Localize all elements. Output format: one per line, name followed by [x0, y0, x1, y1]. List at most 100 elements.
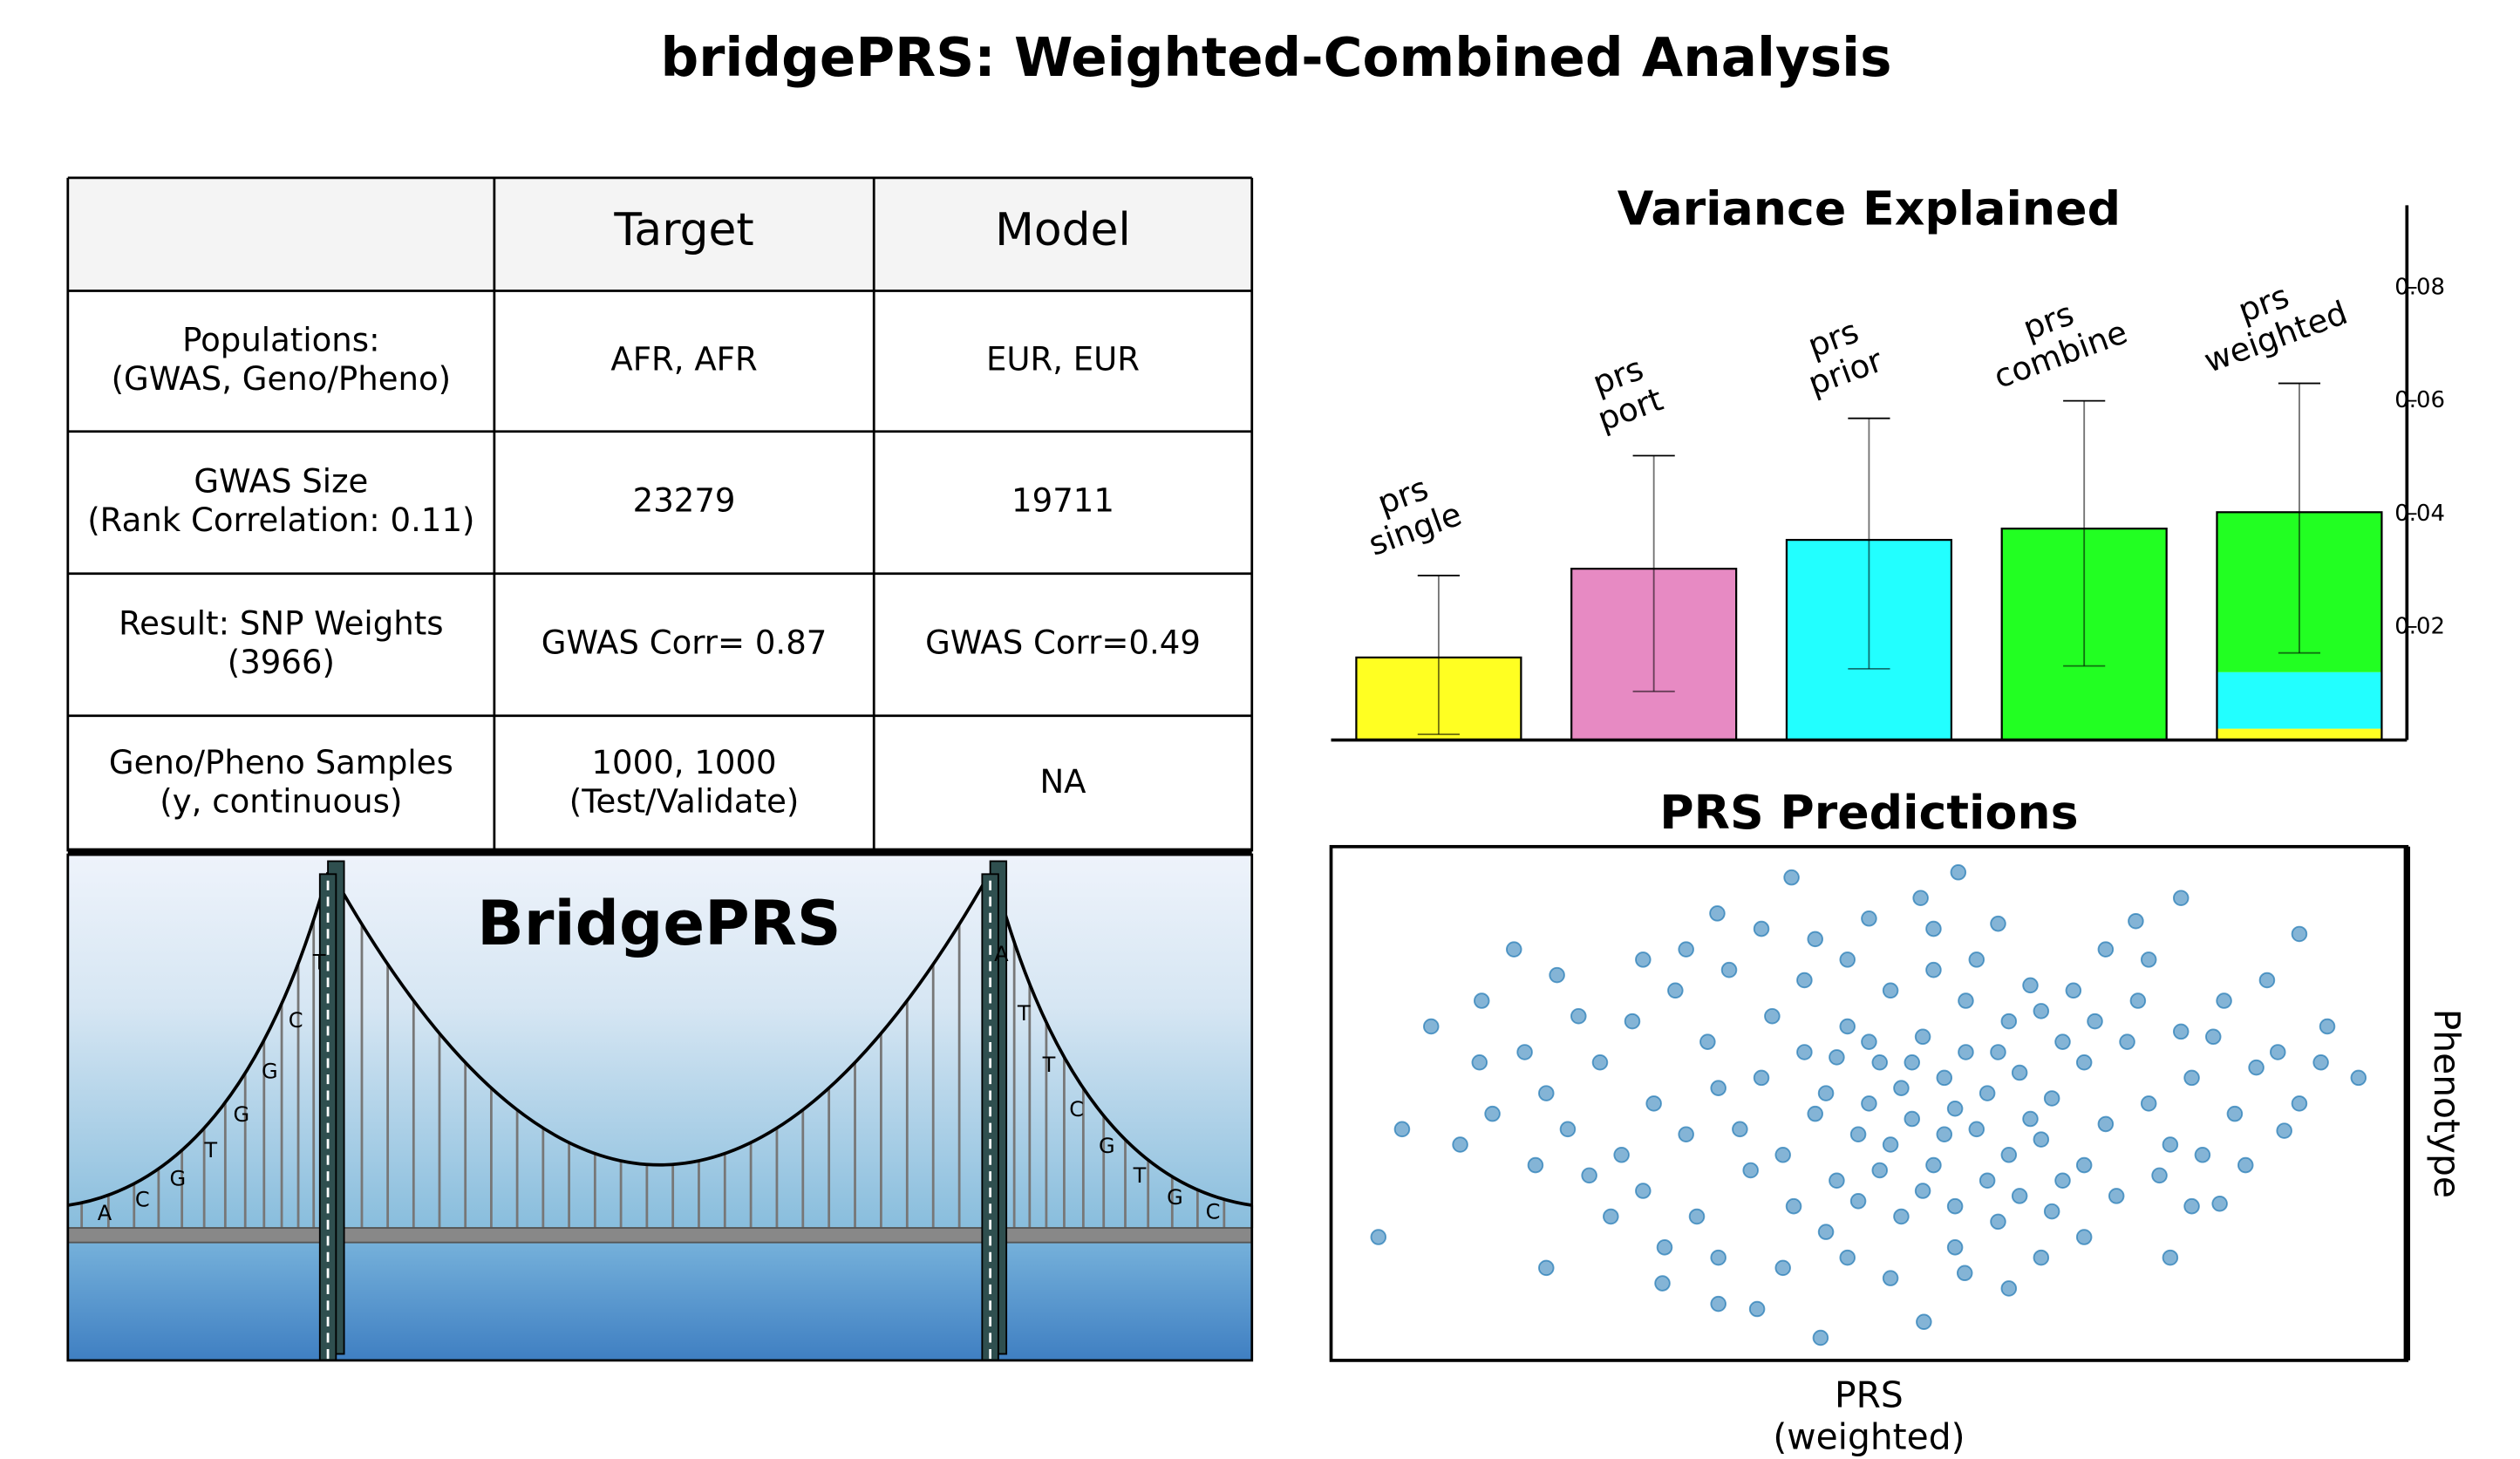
- point: [1732, 1121, 1748, 1138]
- point: [1839, 951, 1856, 968]
- point: [1667, 982, 1684, 999]
- point: [1559, 1121, 1577, 1138]
- dna-letter: T: [1017, 1001, 1031, 1026]
- point: [1549, 966, 1565, 984]
- point: [2248, 1059, 2265, 1076]
- point: [1624, 1012, 1641, 1030]
- point: [1710, 1295, 1727, 1312]
- error-bar: [1848, 417, 1890, 670]
- point: [2319, 1018, 2336, 1035]
- table-cell: GWAS Size: [194, 462, 368, 500]
- point: [1849, 1193, 1867, 1210]
- cable: [67, 871, 330, 1207]
- point: [2291, 925, 2308, 943]
- table-cell: 19711: [1011, 482, 1114, 520]
- point: [1990, 1044, 2006, 1060]
- point: [1393, 1121, 1411, 1138]
- point: [2022, 977, 2039, 994]
- table-cell: GWAS Corr=0.49: [925, 624, 1201, 662]
- cable: [991, 871, 1253, 1207]
- table-cell: 23279: [633, 482, 736, 520]
- point: [2087, 1012, 2103, 1030]
- point: [1893, 1208, 1910, 1225]
- error-bar: [2278, 382, 2321, 654]
- table-header-bg: [67, 177, 1252, 291]
- bar-segment: [2217, 728, 2382, 740]
- point: [1603, 1208, 1619, 1225]
- point: [2065, 982, 2082, 999]
- point: [1946, 1197, 1964, 1215]
- point: [1839, 1249, 1856, 1266]
- table-cell: (GWAS, Geno/Pheno): [112, 360, 452, 398]
- point: [2119, 1033, 2135, 1050]
- dna-letter: G: [1167, 1185, 1183, 1210]
- point: [1742, 1162, 1759, 1179]
- dna-letter: T: [1133, 1163, 1147, 1188]
- point: [2033, 1003, 2050, 1019]
- error-bar: [2063, 399, 2106, 667]
- point: [1774, 1259, 1791, 1277]
- point: [1861, 910, 1877, 927]
- dna-letter: T: [1042, 1053, 1056, 1077]
- point: [1979, 1172, 1996, 1189]
- point: [2108, 1188, 2125, 1204]
- point: [2054, 1172, 2071, 1189]
- point: [1871, 1162, 1889, 1179]
- point: [1505, 941, 1522, 958]
- point: [2033, 1131, 2050, 1148]
- y-axis-label: Phenotype: [2426, 1009, 2468, 1198]
- point: [2075, 1229, 2093, 1245]
- point: [2151, 1167, 2168, 1184]
- point: [1764, 1007, 1781, 1025]
- point: [1882, 982, 1899, 999]
- point: [1516, 1044, 1533, 1060]
- table-cell: Populations:: [182, 321, 379, 358]
- point: [1925, 961, 1942, 978]
- point: [1709, 905, 1726, 922]
- x-axis-label: PRS: [1835, 1374, 1904, 1416]
- table-cell: (3966): [228, 644, 335, 681]
- point: [1936, 1069, 1953, 1087]
- cable: [334, 879, 987, 1167]
- dna-letter: C: [1069, 1097, 1084, 1122]
- point: [1527, 1156, 1544, 1174]
- point: [2075, 1053, 2093, 1071]
- water: [67, 1234, 1252, 1360]
- table-header: Target: [613, 204, 753, 256]
- point: [1785, 1197, 1802, 1215]
- info-table: Target Model Populations:(GWAS, Geno/Pheno…: [66, 176, 1254, 856]
- x-axis-label: (weighted): [1773, 1416, 1965, 1458]
- point: [2162, 1136, 2179, 1153]
- point: [1613, 1147, 1630, 1163]
- point: [1829, 1172, 1845, 1189]
- point: [1950, 864, 1967, 881]
- point: [1538, 1085, 1555, 1101]
- point: [1654, 1275, 1671, 1292]
- dna-letter: G: [234, 1102, 250, 1127]
- point: [1882, 1270, 1899, 1286]
- point: [2183, 1069, 2200, 1087]
- point: [2162, 1249, 2179, 1266]
- point: [2000, 1280, 2018, 1297]
- point: [1581, 1167, 1597, 1184]
- point: [1893, 1080, 1910, 1096]
- y-tick-label: 0.02: [2394, 613, 2445, 639]
- point: [1812, 1329, 1829, 1347]
- y-tick-label: 0.08: [2394, 274, 2445, 300]
- point: [1783, 869, 1800, 886]
- bar-segment: [2217, 672, 2382, 729]
- deck: [66, 1227, 1253, 1244]
- point: [1591, 1053, 1609, 1071]
- point: [1645, 1095, 1662, 1112]
- point: [2011, 1188, 2028, 1204]
- point: [1904, 1110, 1921, 1128]
- point: [1946, 1100, 1964, 1117]
- point: [1861, 1095, 1877, 1112]
- point: [1904, 1053, 1921, 1071]
- point: [1678, 1126, 1694, 1142]
- point: [1710, 1249, 1727, 1266]
- point: [2291, 1095, 2308, 1112]
